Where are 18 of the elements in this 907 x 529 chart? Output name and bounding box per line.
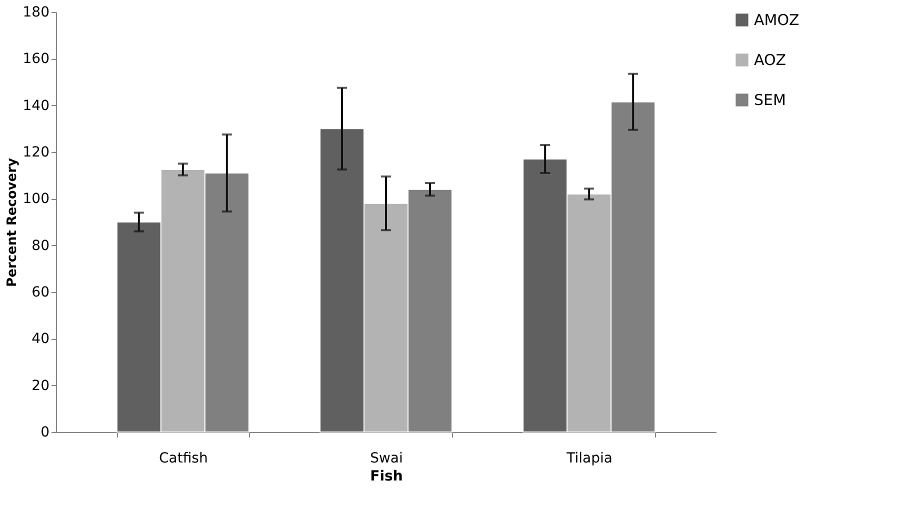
x-tick-label: Swai [370, 450, 403, 466]
y-tick-label: 120 [22, 144, 50, 160]
legend-label: SEM [754, 91, 786, 109]
x-axis-title: Fish [370, 468, 403, 484]
legend-label: AOZ [754, 51, 786, 69]
y-tick-label: 180 [22, 4, 50, 20]
y-tick-label: 140 [22, 98, 50, 114]
y-tick-label: 100 [22, 191, 50, 208]
y-tick-label: 160 [22, 51, 50, 68]
y-tick-label: 20 [32, 378, 50, 394]
x-tick-label: Catfish [159, 450, 208, 466]
y-tick-label: 80 [32, 238, 50, 254]
x-tick-label: Tilapia [566, 450, 612, 466]
y-axis-title: Percent Recovery [4, 158, 20, 287]
legend-label: AMOZ [754, 11, 800, 29]
y-tick-label: 40 [32, 331, 50, 348]
y-tick-label: 0 [40, 424, 50, 440]
y-tick-label: 60 [32, 284, 50, 300]
